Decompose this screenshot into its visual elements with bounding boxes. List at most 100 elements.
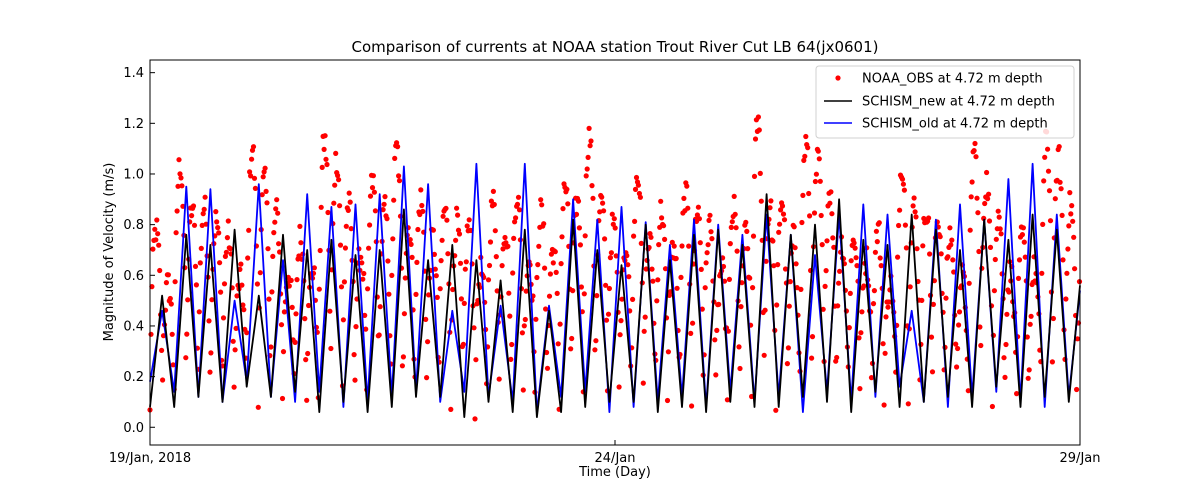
obs-point: [270, 253, 276, 259]
obs-point: [919, 297, 925, 303]
obs-point: [163, 280, 169, 286]
obs-point: [179, 183, 185, 189]
obs-point: [455, 212, 461, 218]
obs-point: [216, 230, 222, 236]
obs-point: [214, 219, 220, 225]
obs-point: [170, 362, 176, 368]
obs-point: [463, 259, 469, 265]
obs-point: [601, 208, 607, 214]
obs-point: [519, 330, 526, 336]
obs-point: [263, 188, 269, 194]
obs-point: [836, 280, 842, 286]
obs-point: [457, 260, 464, 266]
obs-point: [809, 334, 816, 340]
obs-point: [1072, 266, 1078, 272]
obs-point: [678, 274, 684, 280]
obs-point: [488, 198, 494, 204]
obs-point: [643, 266, 649, 272]
obs-point: [1064, 270, 1070, 276]
obs-point: [390, 236, 396, 242]
obs-point: [394, 140, 400, 146]
obs-point: [466, 217, 472, 223]
obs-point: [492, 228, 498, 234]
obs-point: [206, 318, 212, 324]
obs-point: [830, 235, 836, 241]
obs-point: [343, 223, 349, 229]
obs-point: [502, 234, 508, 241]
obs-point: [363, 326, 369, 332]
obs-point: [648, 234, 654, 240]
obs-point: [976, 248, 982, 255]
obs-point: [389, 272, 395, 278]
obs-point: [611, 216, 617, 222]
obs-point: [538, 197, 544, 203]
obs-point: [1016, 257, 1023, 263]
obs-point: [274, 197, 280, 203]
obs-point: [1001, 355, 1007, 361]
obs-point: [632, 218, 638, 224]
obs-point: [185, 297, 191, 303]
obs-point: [876, 220, 882, 226]
obs-point: [268, 344, 274, 350]
obs-point: [260, 174, 266, 180]
obs-point: [539, 202, 545, 208]
obs-point: [264, 200, 270, 206]
obs-point: [345, 207, 351, 213]
x-tick-label-1: 24/Jan: [595, 451, 636, 466]
obs-point: [251, 175, 258, 181]
obs-point: [975, 210, 981, 216]
obs-point: [597, 209, 603, 215]
obs-point: [554, 290, 560, 296]
obs-point: [1056, 144, 1062, 150]
obs-point: [234, 293, 240, 299]
obs-point: [499, 263, 505, 269]
obs-point: [337, 203, 343, 209]
obs-point: [745, 246, 751, 252]
obs-point: [148, 331, 154, 337]
obs-point: [213, 209, 219, 215]
obs-point: [381, 201, 387, 207]
obs-point: [306, 302, 312, 309]
obs-point: [776, 229, 782, 235]
obs-point: [359, 260, 365, 266]
obs-point: [757, 170, 763, 176]
obs-point: [534, 274, 540, 281]
obs-point: [1069, 203, 1075, 209]
obs-point: [424, 375, 430, 381]
obs-point: [361, 270, 367, 277]
obs-point: [985, 196, 991, 202]
obs-point: [1049, 359, 1055, 365]
obs-point: [391, 197, 397, 203]
obs-point: [273, 206, 279, 212]
obs-point: [895, 254, 901, 260]
obs-point: [244, 330, 250, 336]
obs-point: [967, 227, 973, 233]
obs-point: [331, 200, 337, 206]
obs-point: [175, 183, 181, 189]
obs-point: [801, 157, 807, 163]
obs-point: [297, 223, 303, 229]
obs-point: [802, 153, 808, 159]
obs-point: [506, 290, 512, 296]
obs-point: [150, 246, 156, 252]
obs-point: [169, 331, 175, 337]
obs-point: [709, 236, 715, 242]
obs-point: [819, 242, 825, 248]
y-tick-label-6: 1.2: [123, 117, 144, 132]
obs-point: [813, 171, 820, 177]
obs-point: [541, 221, 547, 227]
obs-point: [910, 203, 916, 209]
obs-point: [460, 341, 466, 347]
obs-point: [858, 330, 864, 336]
obs-point: [901, 187, 908, 193]
obs-point: [594, 293, 600, 299]
obs-point: [881, 402, 887, 408]
obs-point: [744, 228, 750, 234]
obs-point: [542, 265, 548, 271]
obs-point: [937, 234, 943, 240]
obs-point: [969, 179, 975, 185]
obs-point: [902, 222, 909, 228]
obs-point: [1074, 386, 1080, 393]
obs-point: [292, 339, 298, 345]
obs-point: [649, 266, 655, 272]
